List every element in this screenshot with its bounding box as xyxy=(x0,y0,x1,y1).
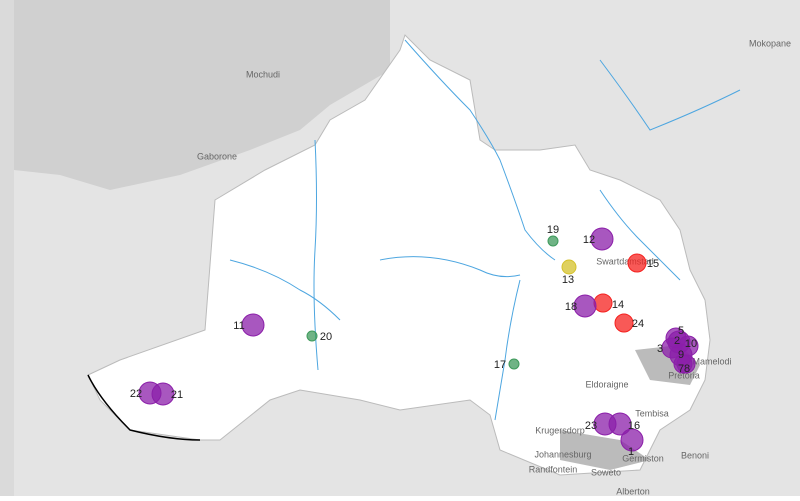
river xyxy=(599,189,681,281)
site-marker xyxy=(547,235,559,247)
place-label: Gaborone xyxy=(197,151,237,161)
site-label: 23 xyxy=(585,420,597,432)
site-marker xyxy=(241,313,265,337)
place-label: Alberton xyxy=(616,486,650,496)
site-marker xyxy=(593,293,613,313)
site-label: 22 xyxy=(130,388,142,400)
site-marker xyxy=(677,335,699,357)
site-label: 24 xyxy=(632,318,644,330)
site-label: 3 xyxy=(657,343,663,355)
site-marker xyxy=(508,358,520,370)
site-label: 20 xyxy=(320,331,332,343)
site-marker xyxy=(561,259,577,275)
site-label: 10 xyxy=(685,338,697,350)
site-label: 12 xyxy=(583,234,595,246)
river xyxy=(229,259,341,321)
site-label: 19 xyxy=(547,224,559,236)
site-label: 14 xyxy=(612,299,624,311)
site-label: 1 xyxy=(628,446,634,458)
place-label: Johannesburg xyxy=(534,449,591,459)
site-marker xyxy=(593,412,617,436)
site-marker xyxy=(627,253,647,273)
place-label: Soweto xyxy=(591,467,621,477)
site-label: 8 xyxy=(684,363,690,375)
place-label: Eldoraigne xyxy=(585,379,628,389)
river xyxy=(404,39,556,261)
site-marker xyxy=(138,381,162,405)
place-label: Benoni xyxy=(681,450,709,460)
river xyxy=(599,59,741,131)
site-label: 13 xyxy=(562,274,574,286)
urban xyxy=(560,430,650,470)
site-marker xyxy=(306,330,318,342)
site-label: 15 xyxy=(647,258,659,270)
site-label: 17 xyxy=(494,359,506,371)
place-label: Germiston xyxy=(622,453,664,463)
border xyxy=(87,374,201,441)
site-marker xyxy=(620,428,644,452)
site-label: 5 xyxy=(678,325,684,337)
country-shade xyxy=(14,0,390,190)
place-label: Mochudi xyxy=(246,69,280,79)
site-marker xyxy=(590,227,614,251)
river xyxy=(494,279,521,421)
place-label: Krugersdorp xyxy=(535,425,585,435)
site-label: 9 xyxy=(678,349,684,361)
site-marker xyxy=(573,294,597,318)
site-label: 16 xyxy=(628,420,640,432)
river xyxy=(379,256,521,278)
place-label: Pretoria xyxy=(668,370,700,380)
river xyxy=(313,139,319,371)
region xyxy=(87,34,711,476)
site-label: 18 xyxy=(565,301,577,313)
place-label: Mamelodi xyxy=(692,356,731,366)
site-label: 11 xyxy=(233,320,244,332)
place-label: Swartdamstad xyxy=(596,256,654,266)
place-label: Mokopane xyxy=(749,38,791,48)
site-label: 2 xyxy=(674,335,680,347)
site-label: 21 xyxy=(171,389,183,401)
place-label: Randfontein xyxy=(529,464,578,474)
place-label: Tembisa xyxy=(635,408,669,418)
site-marker xyxy=(614,313,634,333)
rivers xyxy=(229,39,741,421)
site-label: 7 xyxy=(678,363,684,375)
